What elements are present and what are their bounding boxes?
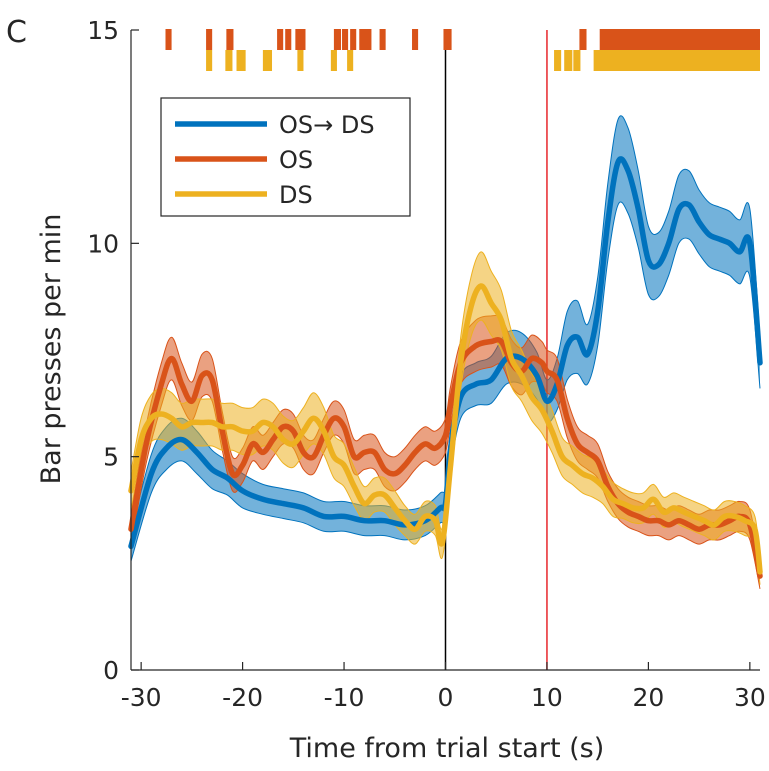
ds-mean-line <box>128 283 763 575</box>
os-significance-mark <box>359 29 372 50</box>
os-significance-mark <box>350 29 357 50</box>
ds-significance-mark <box>564 50 573 71</box>
x-tick-label: 30 <box>734 683 766 712</box>
ds-significance-mark <box>297 50 304 71</box>
os-significance-mark <box>226 29 234 50</box>
x-tick-label: -30 <box>121 683 162 712</box>
os-significance-mark <box>206 29 213 50</box>
ds-significance-mark <box>225 50 233 71</box>
os-ds-mean-line <box>128 156 763 550</box>
ds-significance-mark <box>593 50 760 71</box>
ds-significance-mark <box>206 50 213 71</box>
ds-significance-mark <box>347 50 354 71</box>
ds-significance-mark <box>554 50 562 71</box>
y-tick-label: 5 <box>103 443 119 472</box>
os-significance-mark <box>579 29 587 50</box>
axes: 0 5 10 15 -30 -20 -10 0 10 20 30 <box>87 16 766 712</box>
os-significance-mark <box>165 29 172 50</box>
x-tick-label: 0 <box>438 683 454 712</box>
os-significance-mark <box>342 29 349 50</box>
y-axis-label: Bar presses per min <box>36 214 67 485</box>
y-tick-label: 10 <box>87 229 119 258</box>
x-tick-label: -10 <box>324 683 365 712</box>
ds-error-band <box>131 251 760 585</box>
ds-significance-mark <box>236 50 246 71</box>
ds-significance-mark <box>262 50 273 71</box>
os-significance-mark <box>295 29 306 50</box>
legend-label-os: OS <box>279 146 313 174</box>
y-tick-label: 15 <box>87 16 119 45</box>
panel-label: C <box>6 15 27 50</box>
x-tick-label: 20 <box>632 683 664 712</box>
os-significance-mark <box>277 29 284 50</box>
os-band-lower <box>130 363 761 590</box>
os-mean-line <box>128 337 763 579</box>
x-axis-label: Time from trial start (s) <box>289 733 605 764</box>
legend-label-ds: DS <box>279 181 313 209</box>
ds-significance-mark <box>330 50 337 71</box>
os-significance-mark <box>412 29 419 50</box>
legend: OS→ DS OS DS <box>160 97 411 217</box>
x-tick-label: 10 <box>531 683 563 712</box>
x-tick-label: -20 <box>222 683 263 712</box>
os-significance-mark <box>285 29 292 50</box>
os-significance-mark <box>443 29 452 50</box>
plot-area <box>128 29 763 670</box>
os-significance-mark <box>379 29 386 50</box>
os-significance-mark <box>333 29 342 50</box>
os-ds-band-upper <box>130 115 761 532</box>
y-tick-label: 0 <box>103 656 119 685</box>
os-significance-mark <box>599 29 760 50</box>
ds-significance-mark <box>573 50 581 71</box>
legend-label-os-ds: OS→ DS <box>279 111 375 139</box>
